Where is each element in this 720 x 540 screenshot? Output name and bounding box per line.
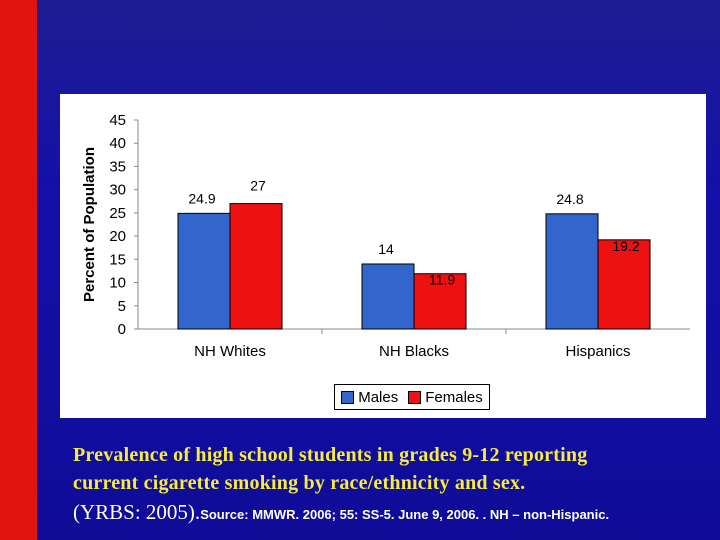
- x-tick-label: NH Whites: [194, 343, 266, 360]
- y-tick-label: 25: [109, 205, 126, 222]
- caption-line-2: current cigarette smoking by race/ethnic…: [73, 472, 526, 494]
- legend-item-females: Females: [408, 389, 483, 406]
- caption-line-3: (YRBS: 2005).Source: MMWR. 2006; 55: SS-…: [73, 500, 609, 525]
- caption-yrbs: (YRBS: 2005).: [73, 500, 201, 524]
- bar-females: [413, 273, 467, 330]
- bar-males: [545, 213, 599, 330]
- data-label: 19.2: [612, 238, 639, 254]
- legend-label-females: Females: [425, 388, 483, 406]
- y-tick-label: 15: [109, 251, 126, 268]
- bar-chart: 0 5 10 15 20 25 30 35 40 45 Percent of Population N…: [81, 112, 690, 360]
- bar-males: [177, 212, 231, 330]
- caption-line-1: Prevalence of high school students in gr…: [73, 444, 588, 466]
- chart-panel: 0 5 10 15 20 25 30 35 40 45 Percent of Population N…: [60, 94, 706, 418]
- y-tick-label: 5: [118, 298, 126, 315]
- data-label: 11.9: [429, 272, 455, 288]
- legend-item-males: Males: [341, 389, 398, 406]
- y-tick-label: 45: [109, 112, 126, 129]
- bar-females: [597, 239, 651, 330]
- data-label: 14: [378, 241, 394, 257]
- data-label: 24.9: [188, 190, 215, 206]
- legend-swatch-males: [341, 390, 355, 404]
- y-axis-title: Percent of Population: [81, 147, 98, 302]
- y-tick-label: 35: [109, 158, 126, 175]
- y-tick-label: 40: [109, 135, 126, 152]
- side-accent-band: [0, 0, 37, 540]
- y-tick-label: 20: [109, 228, 126, 245]
- slide-caption: Prevalence of high school students in gr…: [73, 441, 713, 497]
- data-label: 24.8: [556, 191, 583, 207]
- bar-males: [361, 263, 415, 330]
- y-tick-label: 10: [109, 275, 126, 292]
- y-tick-label: 30: [109, 182, 126, 199]
- caption-source: Source: MMWR. 2006; 55: SS-5. June 9, 20…: [200, 507, 610, 522]
- x-tick-label: NH Blacks: [379, 343, 449, 360]
- bar-females: [229, 203, 283, 330]
- y-tick-label: 0: [118, 321, 126, 338]
- chart-legend: Males Females: [334, 384, 490, 410]
- data-label: 27: [250, 178, 266, 194]
- x-tick-label: Hispanics: [565, 343, 630, 360]
- legend-label-males: Males: [358, 388, 399, 406]
- legend-swatch-females: [408, 390, 422, 404]
